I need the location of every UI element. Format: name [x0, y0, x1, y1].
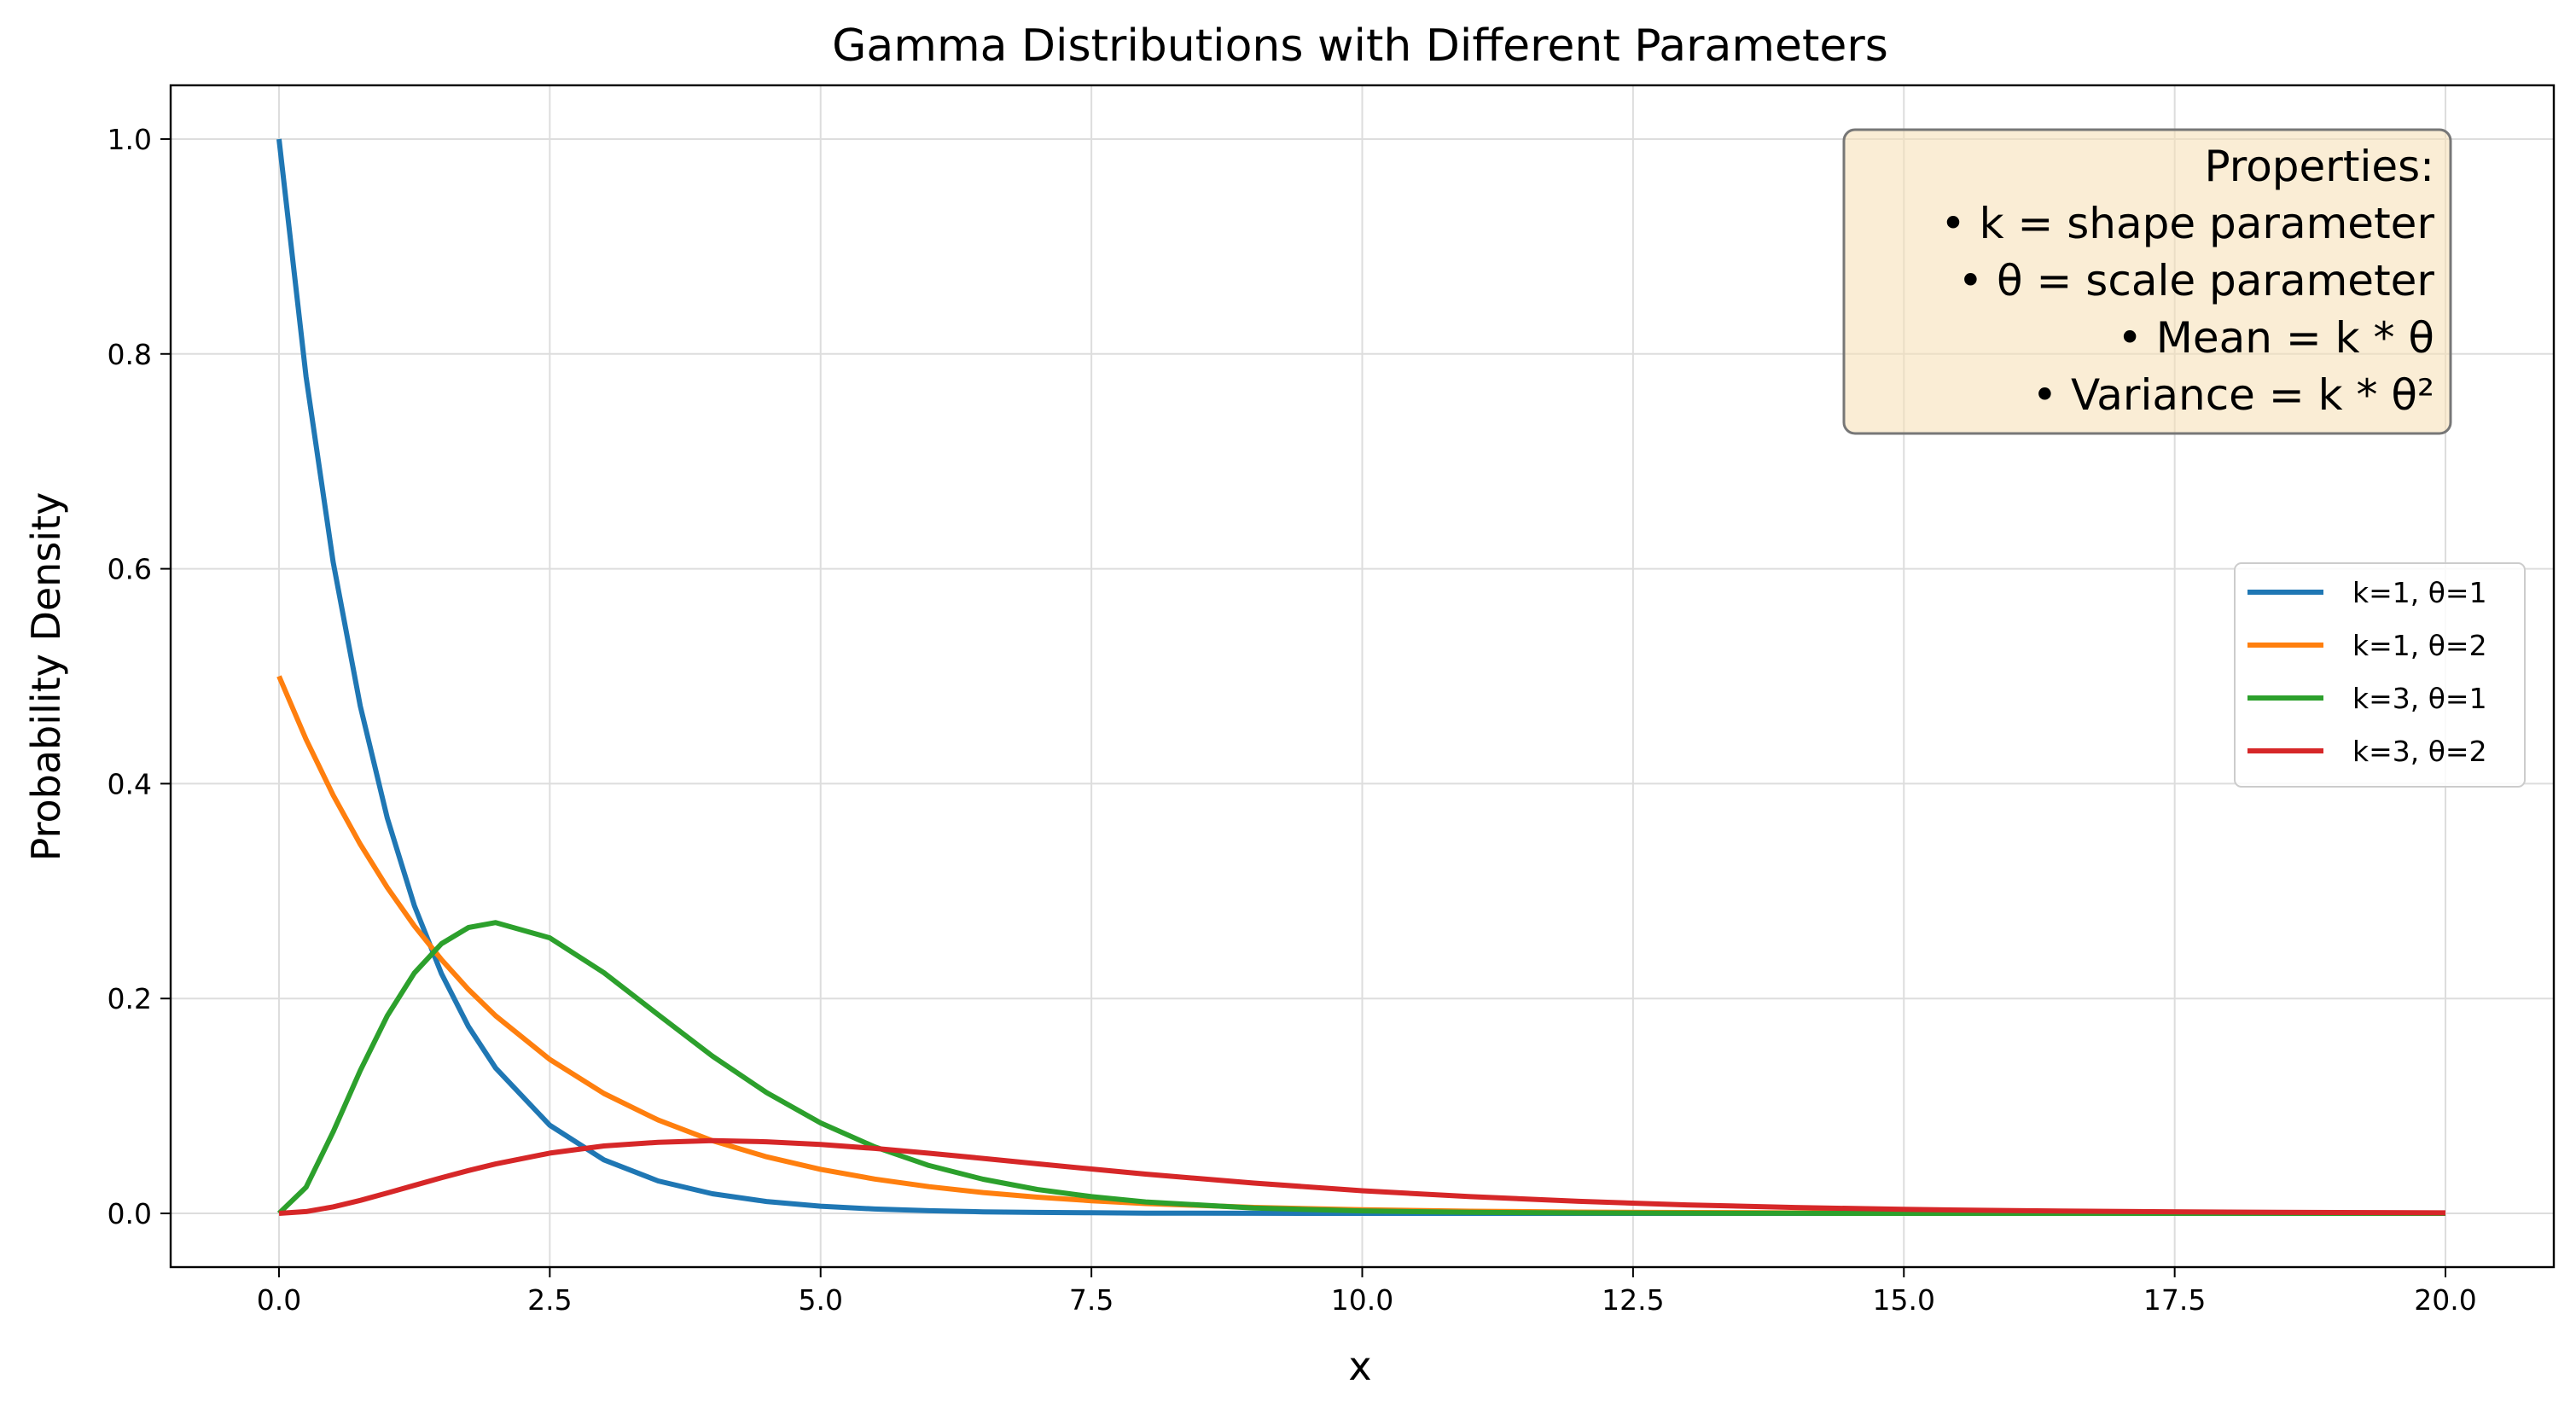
annotation-line-mean: • Mean = k * θ: [2117, 313, 2434, 363]
x-tick-label: 10.0: [1331, 1283, 1393, 1317]
x-tick-label: 17.5: [2143, 1283, 2206, 1317]
annotation-line-variance: • Variance = k * θ²: [2032, 370, 2434, 420]
series-line-3: [276, 920, 2445, 1216]
y-tick-label: 0.6: [108, 553, 152, 586]
ticks: 0.0 2.5 5.0 7.5 10.0 12.5 15.0 17.5 20.0 0.0 0.2 0.…: [108, 123, 2477, 1317]
y-axis-label: Probability Density: [23, 492, 69, 862]
y-tick-label: 0.0: [108, 1197, 152, 1230]
x-tick-label: 7.5: [1069, 1283, 1114, 1317]
y-tick-label: 1.0: [108, 123, 152, 156]
x-tick-label: 5.0: [798, 1283, 842, 1317]
legend: k=1, θ=1 k=1, θ=2 k=3, θ=1 k=3, θ=2: [2234, 562, 2526, 788]
legend-label-4: k=3, θ=2: [2352, 735, 2487, 768]
annotation-line-scale: • θ = scale parameter: [1958, 256, 2435, 305]
x-tick-label: 12.5: [1602, 1283, 1664, 1317]
annotation-background: [1842, 128, 2452, 435]
y-tick-label: 0.2: [108, 982, 152, 1015]
x-tick-label: 2.5: [527, 1283, 572, 1317]
legend-background: [2234, 562, 2526, 788]
properties-annotation: Properties: • k = shape parameter • θ = …: [1842, 128, 2452, 435]
x-tick-label: 0.0: [257, 1283, 301, 1317]
x-tick-label: 15.0: [1873, 1283, 1935, 1317]
legend-label-3: k=3, θ=1: [2352, 682, 2487, 715]
x-axis-label: x: [1348, 1343, 1371, 1389]
legend-label-2: k=1, θ=2: [2352, 629, 2487, 662]
legend-label-1: k=1, θ=1: [2352, 576, 2487, 609]
chart-title: Gamma Distributions with Different Param…: [832, 20, 1888, 72]
x-tick-label: 20.0: [2414, 1283, 2476, 1317]
annotation-line-shape: • k = shape parameter: [1940, 199, 2434, 248]
y-tick-label: 0.4: [108, 767, 152, 800]
y-tick-label: 0.8: [108, 338, 152, 371]
annotation-line-heading: Properties:: [2204, 142, 2434, 191]
series-line-4: [278, 1137, 2446, 1216]
series-group: [276, 138, 2446, 1216]
